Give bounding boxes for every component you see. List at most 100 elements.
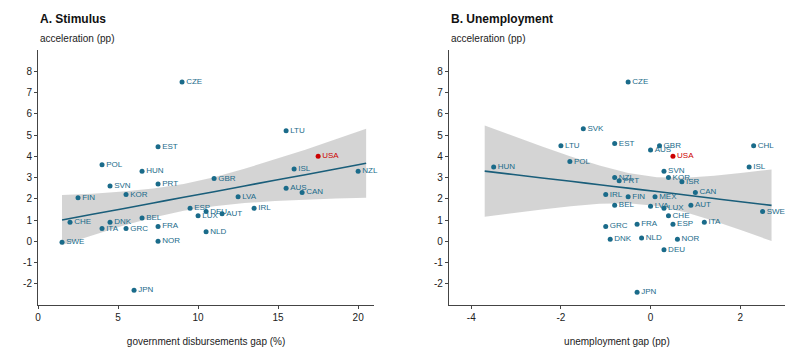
svg-text:ITA: ITA xyxy=(708,217,721,226)
svg-text:DEU: DEU xyxy=(668,245,685,254)
svg-text:HUN: HUN xyxy=(498,162,516,171)
svg-text:AUS: AUS xyxy=(655,145,671,154)
svg-text:LTU: LTU xyxy=(290,126,305,135)
svg-text:CHE: CHE xyxy=(673,211,690,220)
svg-text:JPN: JPN xyxy=(641,287,656,296)
svg-text:8: 8 xyxy=(26,66,32,77)
svg-text:CAN: CAN xyxy=(699,187,716,196)
svg-text:4: 4 xyxy=(26,151,32,162)
svg-text:LUX: LUX xyxy=(668,203,684,212)
svg-text:LUX: LUX xyxy=(202,211,218,220)
svg-text:A. Stimulus: A. Stimulus xyxy=(40,12,106,26)
svg-text:SVN: SVN xyxy=(668,166,685,175)
svg-text:-1: -1 xyxy=(23,257,32,268)
svg-text:ISL: ISL xyxy=(298,164,311,173)
svg-text:0: 0 xyxy=(648,312,654,323)
svg-text:NZL: NZL xyxy=(362,166,378,175)
svg-text:2: 2 xyxy=(26,193,32,204)
svg-text:DNK: DNK xyxy=(614,234,632,243)
svg-text:GRC: GRC xyxy=(610,221,628,230)
svg-text:LVA: LVA xyxy=(242,192,257,201)
svg-text:FIN: FIN xyxy=(632,192,645,201)
svg-text:NLD: NLD xyxy=(646,233,662,242)
svg-text:EST: EST xyxy=(162,142,178,151)
svg-text:8: 8 xyxy=(437,66,443,77)
svg-text:7: 7 xyxy=(437,87,443,98)
svg-text:government disbursements gap (: government disbursements gap (%) xyxy=(127,336,285,347)
svg-text:ESP: ESP xyxy=(194,203,210,212)
svg-text:DEU: DEU xyxy=(210,207,227,216)
svg-text:B. Unemployment: B. Unemployment xyxy=(451,12,553,26)
svg-text:NOR: NOR xyxy=(162,236,180,245)
svg-text:MEX: MEX xyxy=(659,192,677,201)
svg-text:1: 1 xyxy=(26,215,32,226)
svg-text:KOR: KOR xyxy=(130,190,148,199)
svg-text:BEL: BEL xyxy=(619,200,635,209)
svg-text:5: 5 xyxy=(115,312,121,323)
svg-text:6: 6 xyxy=(437,108,443,119)
svg-text:-1: -1 xyxy=(434,257,443,268)
svg-text:BEL: BEL xyxy=(146,213,162,222)
svg-text:CZE: CZE xyxy=(186,77,202,86)
svg-text:NLD: NLD xyxy=(210,227,226,236)
svg-text:1: 1 xyxy=(437,215,443,226)
svg-text:AUT: AUT xyxy=(695,200,711,209)
svg-text:FIN: FIN xyxy=(82,193,95,202)
svg-text:POL: POL xyxy=(106,160,123,169)
svg-text:SWE: SWE xyxy=(767,207,785,216)
svg-text:USA: USA xyxy=(677,151,694,160)
svg-text:IRL: IRL xyxy=(610,190,623,199)
svg-text:5: 5 xyxy=(26,130,32,141)
svg-text:GBR: GBR xyxy=(218,174,236,183)
svg-text:LVA: LVA xyxy=(655,201,670,210)
svg-text:4: 4 xyxy=(437,151,443,162)
svg-text:CHL: CHL xyxy=(758,141,775,150)
svg-text:AUS: AUS xyxy=(290,183,306,192)
svg-text:KOR: KOR xyxy=(673,173,691,182)
svg-text:PRT: PRT xyxy=(162,179,178,188)
svg-text:ITA: ITA xyxy=(106,224,119,233)
svg-text:NOR: NOR xyxy=(682,234,700,243)
svg-text:ISR: ISR xyxy=(686,177,700,186)
svg-text:-2: -2 xyxy=(556,312,565,323)
svg-text:POL: POL xyxy=(574,157,591,166)
svg-text:USA: USA xyxy=(322,151,339,160)
svg-text:CAN: CAN xyxy=(306,187,323,196)
svg-text:FRA: FRA xyxy=(641,219,658,228)
svg-text:NZL: NZL xyxy=(619,173,635,182)
svg-text:FRA: FRA xyxy=(162,221,179,230)
svg-text:-4: -4 xyxy=(467,312,476,323)
svg-text:SWE: SWE xyxy=(66,237,84,246)
svg-text:ESP: ESP xyxy=(677,219,693,228)
svg-text:0: 0 xyxy=(437,236,443,247)
svg-text:CHE: CHE xyxy=(74,217,91,226)
svg-text:0: 0 xyxy=(26,236,32,247)
svg-text:SVN: SVN xyxy=(114,181,131,190)
svg-text:PRT: PRT xyxy=(623,176,639,185)
svg-text:IRL: IRL xyxy=(258,203,271,212)
svg-text:6: 6 xyxy=(26,108,32,119)
svg-text:CZE: CZE xyxy=(632,77,648,86)
svg-text:acceleration (pp): acceleration (pp) xyxy=(40,33,114,44)
svg-text:EST: EST xyxy=(619,139,635,148)
svg-text:acceleration (pp): acceleration (pp) xyxy=(451,33,525,44)
svg-text:2: 2 xyxy=(737,312,743,323)
svg-text:5: 5 xyxy=(437,130,443,141)
svg-text:GBR: GBR xyxy=(664,141,682,150)
svg-text:AUT: AUT xyxy=(226,209,242,218)
svg-text:0: 0 xyxy=(35,312,41,323)
svg-text:HUN: HUN xyxy=(146,166,164,175)
svg-text:20: 20 xyxy=(353,312,365,323)
svg-text:unemployment gap (pp): unemployment gap (pp) xyxy=(564,336,670,347)
svg-text:SVK: SVK xyxy=(587,124,604,133)
svg-text:7: 7 xyxy=(26,87,32,98)
svg-text:3: 3 xyxy=(437,172,443,183)
svg-text:-2: -2 xyxy=(434,278,443,289)
svg-text:LTU: LTU xyxy=(565,141,580,150)
svg-text:2: 2 xyxy=(437,193,443,204)
svg-text:JPN: JPN xyxy=(138,285,153,294)
svg-text:15: 15 xyxy=(273,312,285,323)
svg-text:3: 3 xyxy=(26,172,32,183)
svg-text:GRC: GRC xyxy=(130,224,148,233)
svg-text:10: 10 xyxy=(193,312,205,323)
